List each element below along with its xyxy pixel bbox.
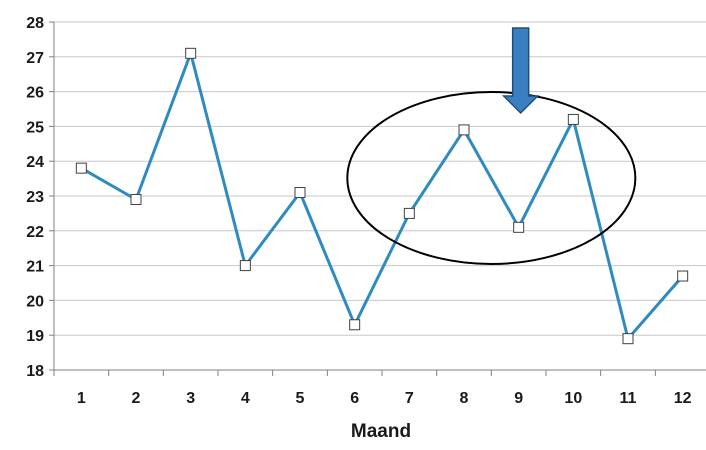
x-tick-label-3: 3 bbox=[186, 390, 195, 407]
data-points bbox=[75, 47, 689, 345]
y-tick-label-24: 24 bbox=[26, 154, 44, 171]
y-tick-label-18: 18 bbox=[26, 363, 44, 380]
y-tick-label-20: 20 bbox=[26, 293, 44, 310]
data-point-11 bbox=[622, 333, 634, 345]
arrow-down-icon bbox=[501, 27, 540, 115]
data-point-4 bbox=[239, 260, 251, 272]
x-tick-label-9: 9 bbox=[514, 390, 523, 407]
x-tick-label-8: 8 bbox=[460, 390, 469, 407]
data-point-6 bbox=[349, 319, 361, 331]
data-point-9 bbox=[513, 221, 525, 233]
x-tick-label-11: 11 bbox=[620, 390, 637, 407]
series-line-path bbox=[80, 51, 684, 341]
data-point-5 bbox=[294, 187, 306, 199]
y-tick-label-25: 25 bbox=[26, 119, 44, 136]
x-tick-label-7: 7 bbox=[405, 390, 414, 407]
data-point-3 bbox=[185, 47, 197, 59]
data-point-8 bbox=[458, 124, 470, 136]
y-tick-labels: 18 19 20 21 22 23 24 25 26 27 28 bbox=[26, 15, 44, 380]
highlight-ellipse bbox=[346, 91, 637, 265]
axes bbox=[49, 21, 706, 376]
data-point-7 bbox=[403, 207, 415, 219]
x-axis-title: Maand bbox=[351, 421, 411, 442]
x-tick-label-10: 10 bbox=[564, 390, 582, 407]
data-point-2 bbox=[130, 193, 142, 205]
y-tick-label-27: 27 bbox=[26, 50, 44, 67]
data-point-10 bbox=[567, 113, 579, 125]
x-tick-label-1: 1 bbox=[77, 390, 86, 407]
y-tick-label-28: 28 bbox=[26, 15, 44, 32]
y-tick-label-26: 26 bbox=[26, 85, 44, 102]
y-tick-label-19: 19 bbox=[26, 328, 44, 345]
gridlines bbox=[54, 21, 706, 336]
annotations bbox=[346, 27, 637, 265]
y-tick-label-22: 22 bbox=[26, 224, 44, 241]
x-tick-label-4: 4 bbox=[241, 390, 250, 407]
x-tick-label-12: 12 bbox=[674, 390, 692, 407]
data-point-1 bbox=[75, 162, 87, 174]
x-tick-label-6: 6 bbox=[350, 390, 359, 407]
data-point-12 bbox=[677, 270, 689, 282]
y-tick-label-23: 23 bbox=[26, 189, 44, 206]
x-tick-labels: 1 2 3 4 5 6 7 8 9 10 11 12 bbox=[77, 390, 692, 407]
x-tick-label-2: 2 bbox=[132, 390, 141, 407]
series-line bbox=[80, 51, 684, 341]
x-tick-label-5: 5 bbox=[296, 390, 305, 407]
y-tick-label-21: 21 bbox=[26, 259, 44, 276]
